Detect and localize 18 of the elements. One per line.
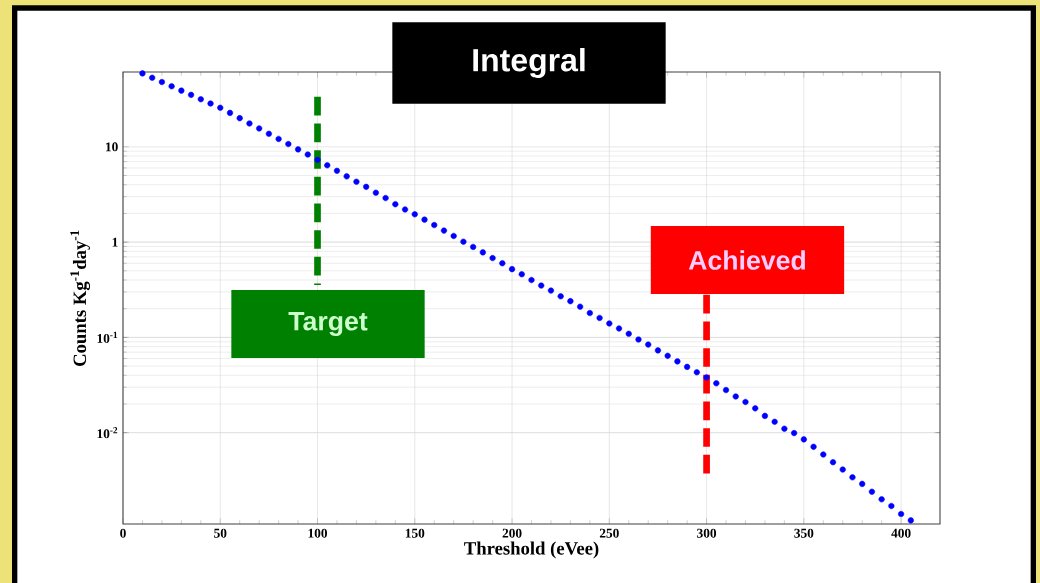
x-tick-label: 150 [405, 528, 425, 538]
x-tick-label: 100 [308, 528, 328, 538]
x-tick-label: 400 [891, 528, 911, 538]
ref-line-label: Target [288, 312, 368, 336]
x-tick-label: 300 [697, 528, 717, 538]
x-axis-title: Threshold (eVee) [464, 541, 599, 559]
chart-title: Integral [473, 48, 585, 78]
ref-line-label: Achieved [688, 250, 805, 270]
y-tick-label: 10$^{-2}$ [97, 427, 118, 439]
y-tick-label: 10 [106, 142, 118, 152]
x-tick-label: 50 [214, 528, 227, 538]
x-tick-label: 350 [794, 528, 814, 538]
x-tick-label: 200 [502, 528, 522, 538]
y-tick-label: 10$^{-1}$ [97, 331, 118, 343]
y-axis-title: Counts Kg$^{-1}$day$^{-1}$ [70, 230, 91, 366]
x-tick-label: 250 [599, 528, 619, 538]
x-tick-label: 0 [120, 528, 126, 538]
y-tick-label: 1 [112, 237, 118, 247]
